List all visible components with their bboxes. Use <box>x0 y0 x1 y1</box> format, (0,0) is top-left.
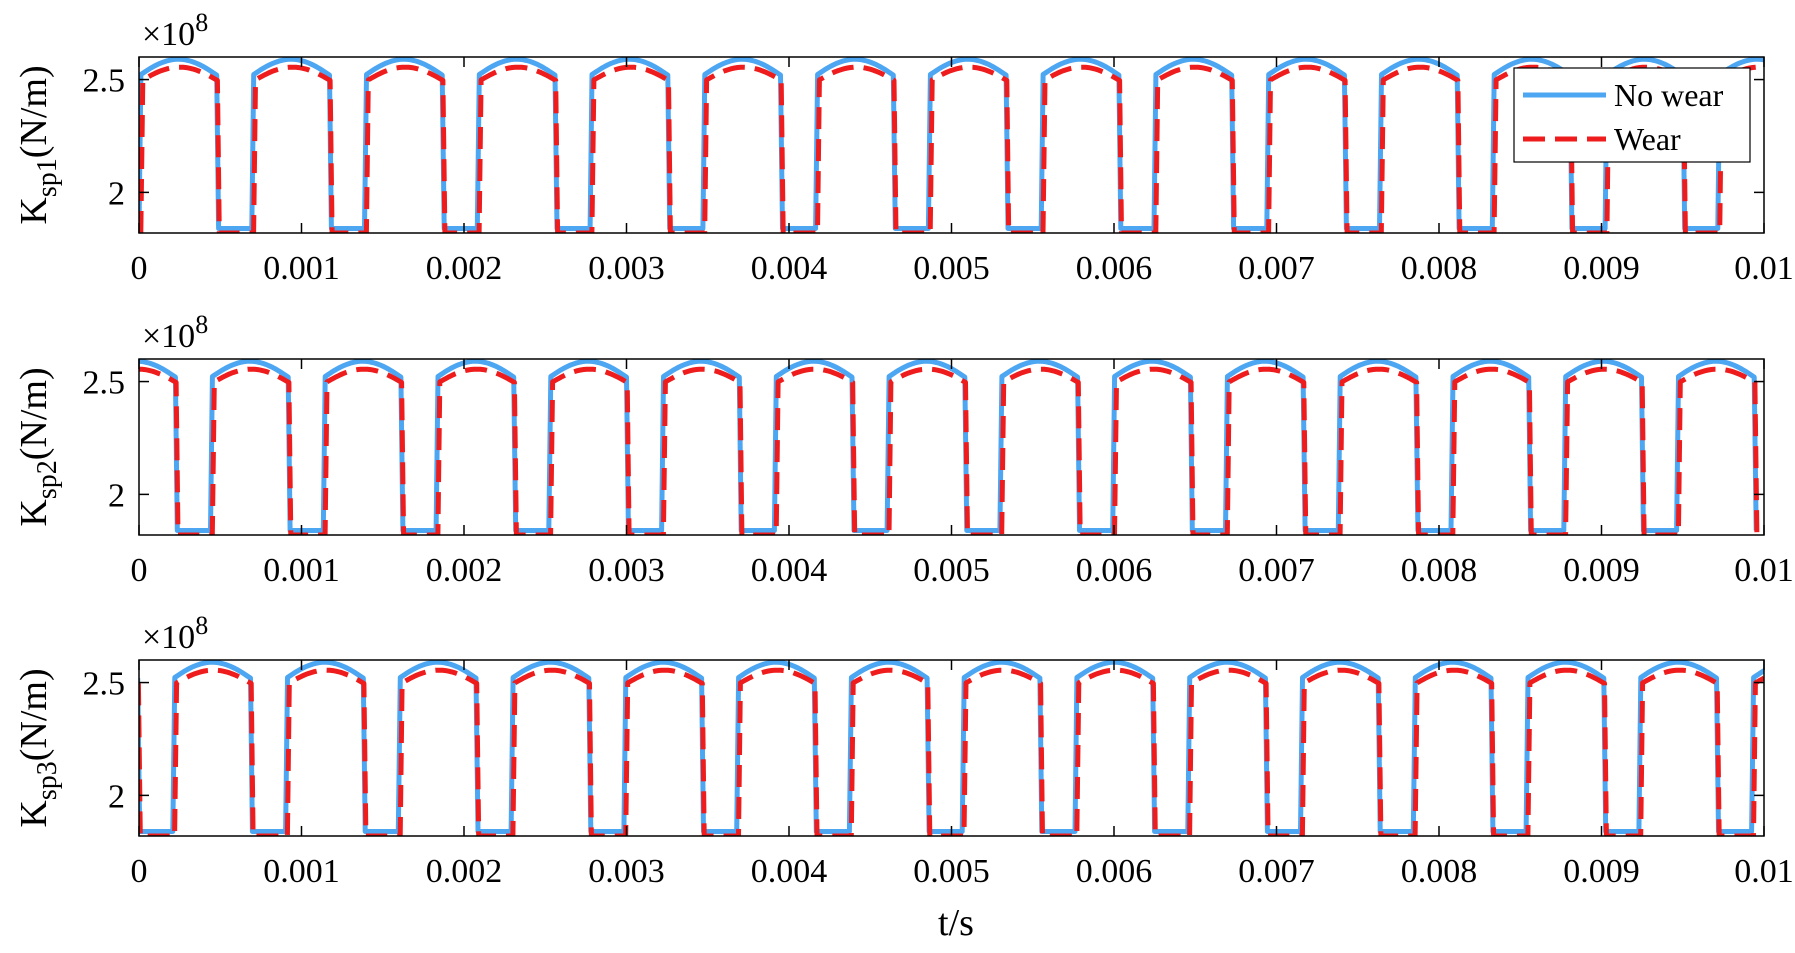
y-axis-title-sub: sp3 <box>32 761 63 800</box>
x-tick-label: 0.008 <box>1401 853 1478 890</box>
legend-label: Wear <box>1614 121 1681 157</box>
y-tick-label: 2.5 <box>83 666 126 703</box>
y-exponent-power: 8 <box>195 310 208 339</box>
x-tick-label: 0.005 <box>913 250 990 287</box>
legend-label: No wear <box>1614 77 1724 113</box>
x-tick-label: 0.004 <box>751 250 828 287</box>
y-tick-label: 2 <box>108 477 125 514</box>
x-tick-label: 0.005 <box>913 552 990 589</box>
y-exponent-power: 8 <box>195 8 208 37</box>
y-tick-label: 2 <box>108 175 125 212</box>
x-tick-label: 0.009 <box>1563 250 1640 287</box>
y-tick-label: 2.5 <box>83 365 126 402</box>
x-tick-label: 0.004 <box>751 552 828 589</box>
x-tick-label: 0 <box>131 250 148 287</box>
x-axis-title: t/s <box>938 902 974 944</box>
x-tick-label: 0.006 <box>1076 552 1153 589</box>
series-line-wear <box>139 667 1764 836</box>
series-line-no-wear <box>139 57 1764 231</box>
x-tick-label: 0.009 <box>1563 552 1640 589</box>
x-tick-label: 0.01 <box>1734 250 1794 287</box>
x-tick-label: 0 <box>131 853 148 890</box>
x-tick-label: 0.003 <box>588 552 665 589</box>
y-axis-title-unit: (N/m) <box>13 367 55 460</box>
x-tick-label: 0.01 <box>1734 552 1794 589</box>
x-tick-label: 0.004 <box>751 853 828 890</box>
legend-box <box>1513 67 1751 163</box>
x-tick-label: 0.009 <box>1563 853 1640 890</box>
x-tick-label: 0.001 <box>263 250 340 287</box>
y-exponent-base: ×10 <box>142 318 195 355</box>
y-axis-title-unit: (N/m) <box>13 65 55 158</box>
x-tick-label: 0.007 <box>1238 552 1315 589</box>
y-axis-title-main: K <box>13 197 55 225</box>
panel-2: 0 0.001 0.002 0.003 0.004 0.005 0.006 0.007 0.00… <box>13 310 1794 589</box>
y-axis-title-sub: sp1 <box>32 158 63 197</box>
x-tick-label: 0.005 <box>913 853 990 890</box>
x-tick-label: 0.002 <box>426 552 503 589</box>
x-tick-label: 0.002 <box>426 853 503 890</box>
x-tick-label: 0.008 <box>1401 250 1478 287</box>
panels-group: 0 0.001 0.002 0.003 0.004 0.005 0.006 0.007 0.00… <box>13 8 1794 890</box>
y-axis-title: Ksp1(N/m) <box>13 65 63 224</box>
y-axis-title-main: K <box>13 499 55 527</box>
y-exponent-label: ×108 <box>142 310 208 355</box>
x-tick-label: 0.006 <box>1076 853 1153 890</box>
x-tick-label: 0.003 <box>588 250 665 287</box>
x-tick-label: 0.003 <box>588 853 665 890</box>
series-line-wear <box>139 64 1764 233</box>
x-tick-label: 0.007 <box>1238 853 1315 890</box>
y-tick-label: 2.5 <box>83 63 126 100</box>
x-tick-label: 0.001 <box>263 552 340 589</box>
x-tick-label: 0.001 <box>263 853 340 890</box>
series-line-no-wear <box>139 359 1759 533</box>
x-tick-label: 0.008 <box>1401 552 1478 589</box>
y-exponent-base: ×10 <box>142 619 195 656</box>
panel-3: 0 0.001 0.002 0.003 0.004 0.005 0.006 0.007 0.00… <box>13 611 1794 890</box>
x-tick-label: 0.006 <box>1076 250 1153 287</box>
y-axis-title: Ksp3(N/m) <box>13 668 63 827</box>
x-tick-label: 0.01 <box>1734 853 1794 890</box>
x-tick-label: 0 <box>131 552 148 589</box>
y-exponent-power: 8 <box>195 611 208 640</box>
y-axis-title-sub: sp2 <box>32 460 63 499</box>
legend: No wear Wear <box>1513 67 1751 163</box>
panel-1: 0 0.001 0.002 0.003 0.004 0.005 0.006 0.007 0.00… <box>13 8 1794 287</box>
y-exponent-label: ×108 <box>142 611 208 656</box>
series-line-no-wear <box>139 660 1764 834</box>
x-tick-label: 0.007 <box>1238 250 1315 287</box>
y-axis-title-unit: (N/m) <box>13 668 55 761</box>
y-axis-title: Ksp2(N/m) <box>13 367 63 526</box>
y-exponent-label: ×108 <box>142 8 208 53</box>
series-line-wear <box>139 366 1760 535</box>
x-tick-label: 0.002 <box>426 250 503 287</box>
y-axis-title-main: K <box>13 800 55 828</box>
y-tick-label: 2 <box>108 778 125 815</box>
y-exponent-base: ×10 <box>142 16 195 53</box>
